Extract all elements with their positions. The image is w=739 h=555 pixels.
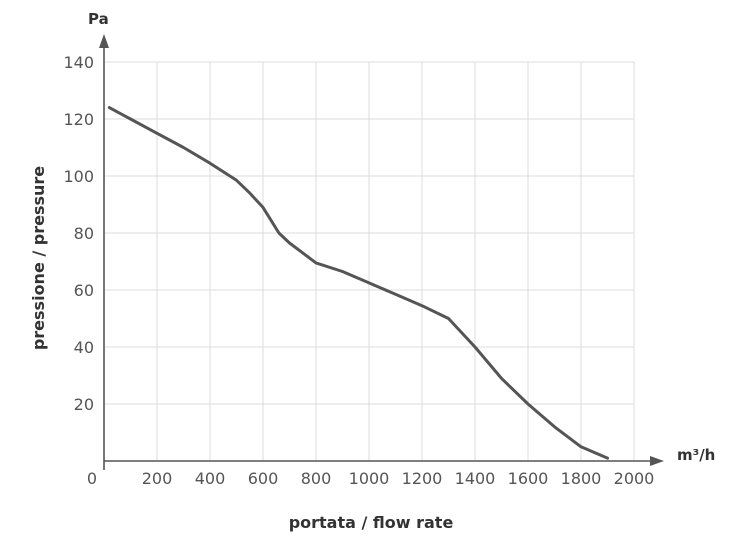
x-tick-label: 1200 [402,469,443,488]
x-tick-label: 0 [87,469,97,488]
y-tick-label: 60 [74,281,94,300]
x-unit-label: m³/h [677,446,715,464]
x-tick-label: 800 [301,469,332,488]
y-tick-label: 140 [63,53,94,72]
grid [104,61,635,461]
x-tick-label: 1000 [349,469,390,488]
y-tick-label: 40 [74,338,94,357]
x-tick-label: 1400 [455,469,496,488]
y-tick-label: 20 [74,395,94,414]
x-axis-title: portata / flow rate [289,513,454,532]
pressure-curve [107,106,609,460]
x-axis-arrow-icon [650,456,664,466]
y-tick-label: 80 [74,224,94,243]
x-tick-labels: 0 200 400 600 800 1000 1200 1400 1600 1800 2000 [87,469,654,488]
x-tick-label: 1800 [561,469,602,488]
x-tick-label: 400 [195,469,226,488]
x-tick-label: 2000 [614,469,655,488]
y-tick-label: 120 [63,110,94,129]
y-unit-label: Pa [88,10,109,28]
x-tick-label: 600 [248,469,279,488]
axes [99,34,664,470]
y-axis-title: pressione / pressure [29,166,48,350]
y-tick-labels: 20 40 60 80 100 120 140 [63,53,94,414]
x-tick-label: 1600 [508,469,549,488]
y-tick-label: 100 [63,167,94,186]
x-tick-label: 200 [142,469,173,488]
y-axis-arrow-icon [99,34,109,48]
